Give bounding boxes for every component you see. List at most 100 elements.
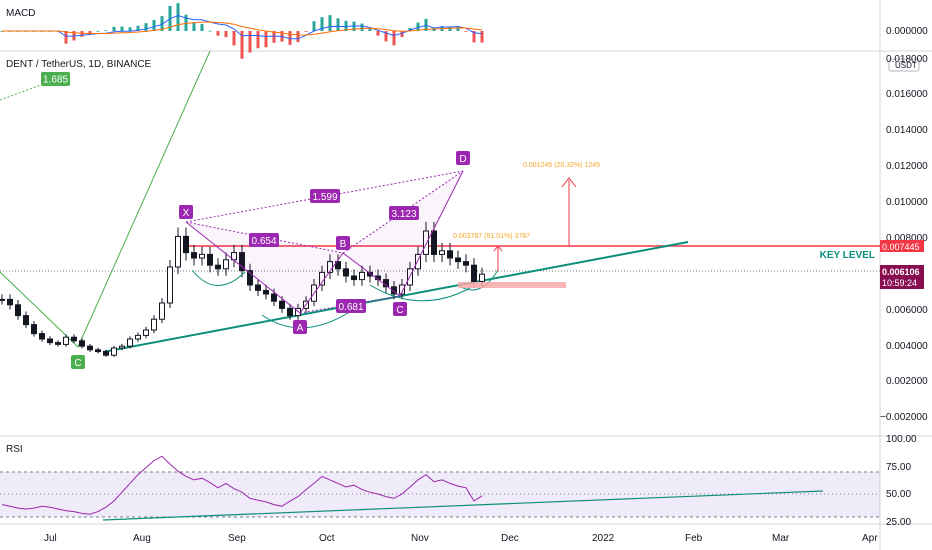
macd-bar xyxy=(200,23,204,31)
last-price-badge xyxy=(880,265,924,289)
time-axis[interactable]: Jul Aug Sep Oct Nov Dec 2022 Feb Mar Apr xyxy=(44,533,878,544)
macd-bar xyxy=(120,26,124,31)
candle xyxy=(143,329,149,336)
macd-bar xyxy=(288,31,292,45)
target-large-label: 0.001245 (20.32%) 1245 xyxy=(523,162,600,169)
ratio-badge-xd[interactable] xyxy=(310,189,340,203)
target-small-label: 0.003787 (51.01%) 3787 xyxy=(453,233,530,240)
currency-label: USDT xyxy=(895,61,917,70)
candle xyxy=(399,284,405,295)
candle xyxy=(135,334,141,340)
price-axis[interactable]: 0.018000 0.016000 0.014000 0.012000 0.01… xyxy=(880,54,928,423)
candle xyxy=(207,253,213,266)
candle xyxy=(103,351,109,356)
candle xyxy=(39,333,45,340)
macd-bar xyxy=(304,31,308,32)
candle xyxy=(415,253,421,270)
macd-signal-line xyxy=(2,21,483,36)
candle xyxy=(87,345,93,351)
candle xyxy=(447,250,453,259)
last-price-value: 0.006106 xyxy=(882,267,920,277)
candle xyxy=(455,257,461,263)
candle xyxy=(79,340,85,347)
point-a-label: A xyxy=(297,323,304,334)
macd-bar xyxy=(240,31,244,59)
prior-ratio-label: 1.685 xyxy=(43,75,68,86)
candle xyxy=(175,235,181,268)
candle xyxy=(15,304,21,317)
candle xyxy=(191,252,197,259)
macd-bar xyxy=(400,31,404,38)
candle xyxy=(279,300,285,309)
macd-bar xyxy=(376,31,380,36)
macd-bar xyxy=(312,21,316,31)
macd-bar xyxy=(328,15,332,31)
candle xyxy=(431,230,437,255)
prior-ratio-badge[interactable] xyxy=(41,72,70,86)
macd-bar xyxy=(176,3,180,31)
macd-bar xyxy=(128,27,132,31)
candle xyxy=(463,261,469,266)
macd-bar xyxy=(224,31,228,38)
candle xyxy=(391,286,397,295)
price-tick: 0.008000 xyxy=(886,233,928,244)
cup-arc-right xyxy=(369,284,471,302)
ratio-badge-bd[interactable] xyxy=(389,206,419,220)
price-tick: 0.018000 xyxy=(886,54,928,65)
rsi-tick: 25.00 xyxy=(886,517,911,528)
macd-bar xyxy=(88,31,92,34)
point-d-badge[interactable] xyxy=(456,151,470,165)
macd-bar xyxy=(160,16,164,31)
candle xyxy=(359,271,365,281)
macd-bar xyxy=(264,31,268,48)
candle xyxy=(127,338,133,347)
candle xyxy=(63,336,69,345)
ratio-badge-ac[interactable] xyxy=(336,299,366,313)
entry-zone-box[interactable] xyxy=(458,282,566,288)
rsi-tick: 75.00 xyxy=(886,462,911,473)
target-arrowhead-large xyxy=(561,177,577,188)
price-tick: 0.012000 xyxy=(886,161,928,172)
price-tick: 0.002000 xyxy=(886,376,928,387)
macd-bar xyxy=(448,27,452,31)
macd-zero-tick: 0.000000 xyxy=(886,26,928,37)
macd-bar xyxy=(368,28,372,31)
ratio-badge-xb[interactable] xyxy=(249,233,279,247)
candle xyxy=(47,338,53,344)
macd-bar xyxy=(104,30,108,32)
price-tick: 0.004000 xyxy=(886,341,928,352)
macd-bar xyxy=(336,18,340,31)
prior-c-badge[interactable] xyxy=(71,355,85,369)
macd-bar xyxy=(480,31,484,43)
time-tick: Oct xyxy=(319,533,335,544)
target-annotations[interactable]: 0.001245 (20.32%) 1245 0.003787 (51.01%)… xyxy=(453,162,600,288)
macd-bar xyxy=(344,20,348,31)
candle xyxy=(199,253,205,259)
macd-bar xyxy=(80,31,84,37)
prior-pattern: 1.685 C xyxy=(0,50,211,369)
macd-bar xyxy=(64,31,68,44)
price-tick: 0.006000 xyxy=(886,305,928,316)
ratio-label-ac: 0.681 xyxy=(338,302,363,313)
point-b-badge[interactable] xyxy=(336,236,350,250)
point-c-badge[interactable] xyxy=(393,302,407,316)
macd-bar xyxy=(416,22,420,31)
point-a-badge[interactable] xyxy=(293,320,307,334)
candle xyxy=(247,270,253,286)
macd-bar xyxy=(248,31,252,53)
candle xyxy=(479,273,485,282)
candle xyxy=(367,271,373,277)
macd-bar xyxy=(136,25,140,31)
candle xyxy=(439,250,445,255)
key-level-price: 0.007445 xyxy=(882,242,920,252)
price-tick: 0.010000 xyxy=(886,197,928,208)
candle xyxy=(159,302,165,320)
macd-bar xyxy=(320,17,324,31)
harmonic-pattern[interactable]: X A B C D 1.599 0.654 0.681 3.123 xyxy=(179,151,470,334)
candle xyxy=(343,268,349,277)
currency-badge[interactable] xyxy=(888,58,920,72)
candle xyxy=(95,349,101,353)
candle xyxy=(119,345,125,349)
point-x-badge[interactable] xyxy=(179,205,193,219)
